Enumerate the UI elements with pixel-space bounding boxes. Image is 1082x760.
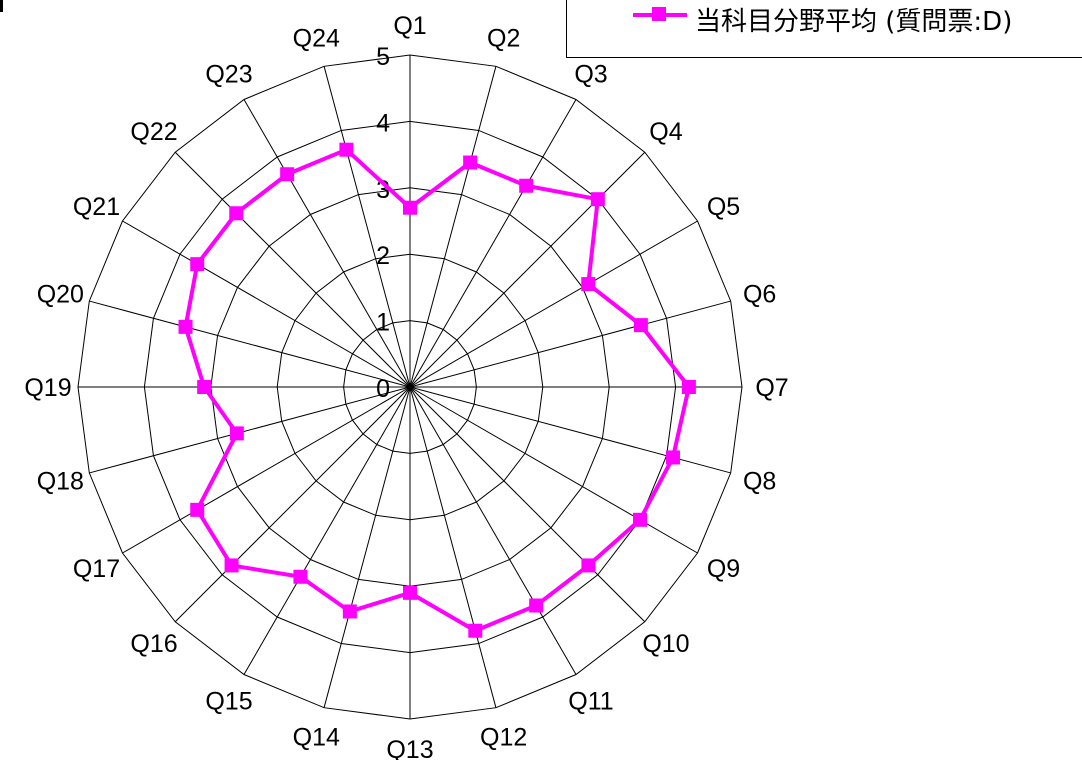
grid-spoke: [409, 386, 577, 675]
data-point: [229, 426, 244, 441]
data-point: [633, 512, 648, 527]
data-point: [342, 604, 357, 619]
category-label: Q9: [707, 555, 740, 583]
category-label: Q5: [707, 193, 740, 221]
radial-tick-label: 0: [376, 375, 390, 403]
category-label: Q20: [37, 280, 84, 308]
radial-tick-label: 2: [376, 242, 390, 270]
series-line: [183, 147, 691, 633]
radial-tick-label: 3: [376, 176, 390, 204]
radial-tick-label: 5: [376, 43, 390, 71]
category-label: Q4: [649, 118, 682, 146]
radial-tick-label: 1: [376, 309, 390, 337]
data-point: [229, 206, 244, 221]
grid-spoke: [122, 220, 411, 388]
category-label: Q14: [293, 724, 340, 752]
data-point: [665, 450, 680, 465]
legend-marker: [652, 7, 666, 21]
data-point: [339, 142, 354, 157]
data-point: [280, 167, 295, 182]
data-point: [293, 569, 308, 584]
data-point: [633, 318, 648, 333]
category-label: Q19: [24, 374, 71, 402]
data-point: [681, 380, 696, 394]
grid-spoke: [409, 99, 577, 388]
category-label: Q21: [73, 193, 120, 221]
data-point: [403, 585, 417, 600]
category-label: Q11: [568, 688, 613, 716]
data-point: [463, 155, 478, 170]
data-point: [529, 598, 544, 613]
category-label: Q8: [743, 468, 776, 496]
data-point: [224, 558, 239, 573]
grid-spoke: [409, 300, 731, 388]
grid-spoke: [409, 151, 646, 388]
data-point: [178, 319, 193, 334]
category-label: Q22: [130, 118, 177, 146]
data-point: [403, 200, 417, 215]
category-label: Q16: [130, 630, 177, 658]
data-point: [590, 192, 605, 207]
legend: 当科目分野平均 (質問票:D): [566, 0, 1082, 58]
grid-spoke: [243, 99, 411, 388]
category-label: Q2: [487, 24, 520, 52]
category-label: Q1: [393, 12, 426, 40]
grid-spoke: [174, 386, 411, 623]
grid-spoke: [409, 386, 497, 708]
grid-spoke: [122, 386, 411, 554]
category-label: Q17: [73, 555, 120, 583]
radial-tick-label: 4: [376, 109, 390, 137]
category-label: Q24: [293, 24, 340, 52]
data-point: [581, 277, 596, 292]
category-label: Q3: [574, 60, 607, 88]
grid-spoke: [89, 386, 411, 474]
category-label: Q18: [37, 468, 84, 496]
data-point: [581, 558, 596, 573]
grid-spoke: [409, 386, 698, 554]
grid-spoke: [323, 66, 411, 388]
grid-spoke: [174, 151, 411, 388]
category-label: Q23: [205, 60, 252, 88]
grid-spoke: [409, 386, 731, 474]
data-point: [190, 502, 205, 517]
category-label: Q15: [205, 688, 252, 716]
category-label: Q6: [743, 280, 776, 308]
grid-spoke: [243, 386, 411, 675]
category-label: Q7: [755, 374, 788, 402]
category-label: Q13: [386, 736, 433, 760]
data-point: [519, 178, 534, 193]
data-point: [197, 380, 212, 394]
legend-label: 当科目分野平均 (質問票:D): [695, 7, 1013, 37]
category-label: Q12: [480, 724, 527, 752]
category-label: Q10: [642, 630, 689, 658]
grid-spoke: [89, 300, 411, 388]
grid-spoke: [409, 220, 698, 388]
grid-spoke: [409, 386, 646, 623]
grid-spoke: [323, 386, 411, 708]
corner-mark: [0, 0, 3, 12]
data-point: [468, 623, 483, 638]
grid-spoke: [409, 66, 497, 388]
data-point: [190, 257, 205, 272]
